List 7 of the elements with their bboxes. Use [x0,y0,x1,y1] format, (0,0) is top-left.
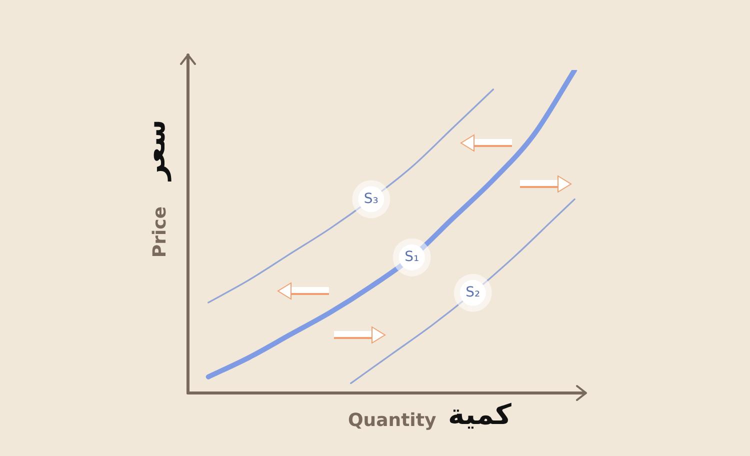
series-label: S₁ [404,248,420,265]
series-label: S₂ [466,284,480,301]
x-axis-title: Quantity [348,410,436,431]
y-axis-title: Price [150,206,170,258]
text: سعر [138,120,172,180]
series-label: S₃ [364,190,378,207]
text: كمية [448,398,512,431]
